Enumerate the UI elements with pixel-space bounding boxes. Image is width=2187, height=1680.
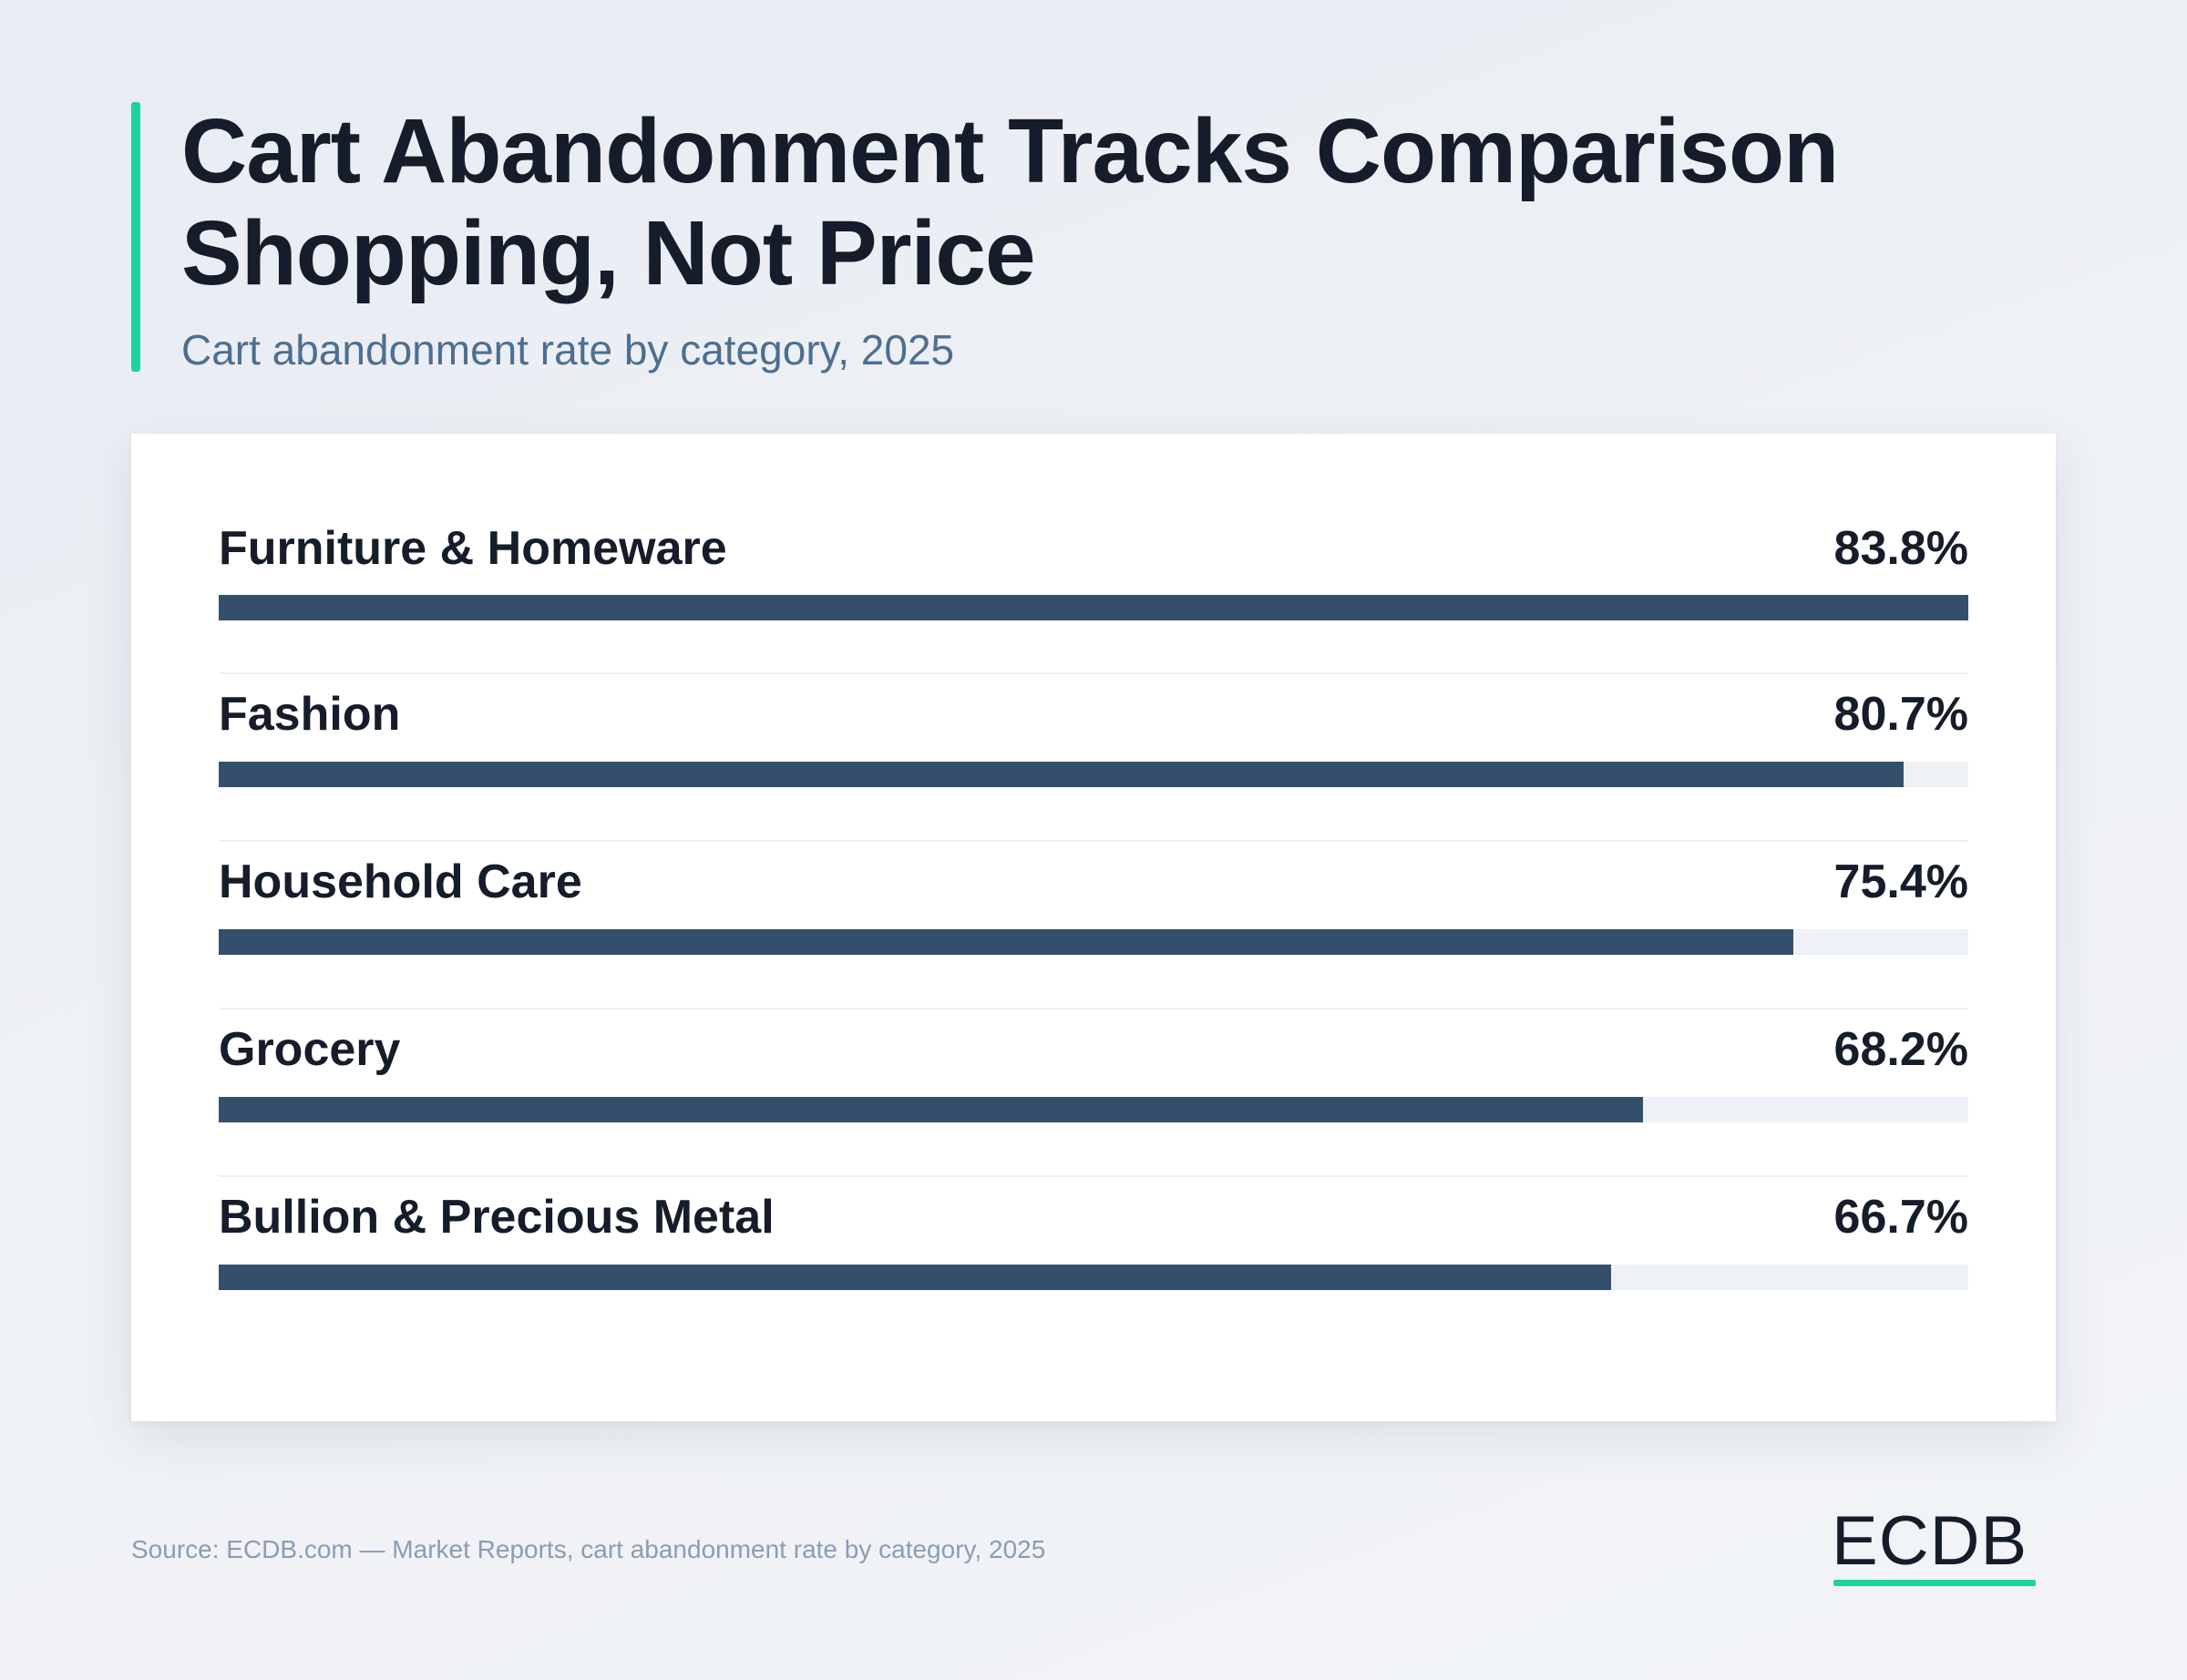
bar-track [219, 1265, 1968, 1290]
category-label: Household Care [219, 855, 582, 908]
category-label: Bullion & Precious Metal [219, 1191, 775, 1244]
bar-fill [219, 1097, 1643, 1122]
value-label: 75.4% [1833, 855, 1968, 908]
chart-title-line-2: Shopping, Not Price [181, 202, 1036, 304]
chart-subtitle: Cart abandonment rate by category, 2025 [181, 326, 955, 374]
bar-fill [219, 595, 1968, 620]
chart-header: Cart Abandonment Tracks Comparison Shopp… [131, 100, 2090, 374]
value-label: 83.8% [1833, 522, 1968, 575]
bar-row: Grocery 68.2% [219, 1008, 1968, 1175]
category-label: Grocery [219, 1023, 401, 1076]
bar-track [219, 595, 1968, 620]
logo-underline [1833, 1580, 2036, 1586]
chart-title: Cart Abandonment Tracks Comparison Shopp… [181, 100, 1839, 304]
title-accent-bar [131, 102, 140, 372]
value-label: 66.7% [1833, 1191, 1968, 1244]
bar-track [219, 929, 1968, 955]
chart-card: Furniture & Homeware 83.8% Fashion 80.7% Hou… [131, 434, 2056, 1421]
category-label: Fashion [219, 688, 401, 741]
logo-wordmark: ECDB [1832, 1502, 2028, 1580]
chart-title-line-1: Cart Abandonment Tracks Comparison [181, 100, 1839, 202]
bar-row: Fashion 80.7% [219, 672, 1968, 840]
bar-row: Furniture & Homeware 83.8% [219, 521, 1968, 672]
value-label: 68.2% [1833, 1023, 1968, 1076]
bar-track [219, 762, 1968, 787]
category-label: Furniture & Homeware [219, 522, 727, 575]
ecdb-logo: ECDB [1832, 1505, 2038, 1587]
bar-fill [219, 1265, 1612, 1290]
value-label: 80.7% [1833, 688, 1968, 741]
bar-fill [219, 929, 1793, 955]
source-note: Source: ECDB.com — Market Reports, cart … [131, 1535, 1046, 1563]
bar-list: Furniture & Homeware 83.8% Fashion 80.7% Hou… [219, 521, 1968, 1343]
bar-fill [219, 762, 1904, 787]
bar-track [219, 1097, 1968, 1122]
bar-row: Bullion & Precious Metal 66.7% [219, 1175, 1968, 1343]
bar-row: Household Care 75.4% [219, 840, 1968, 1008]
